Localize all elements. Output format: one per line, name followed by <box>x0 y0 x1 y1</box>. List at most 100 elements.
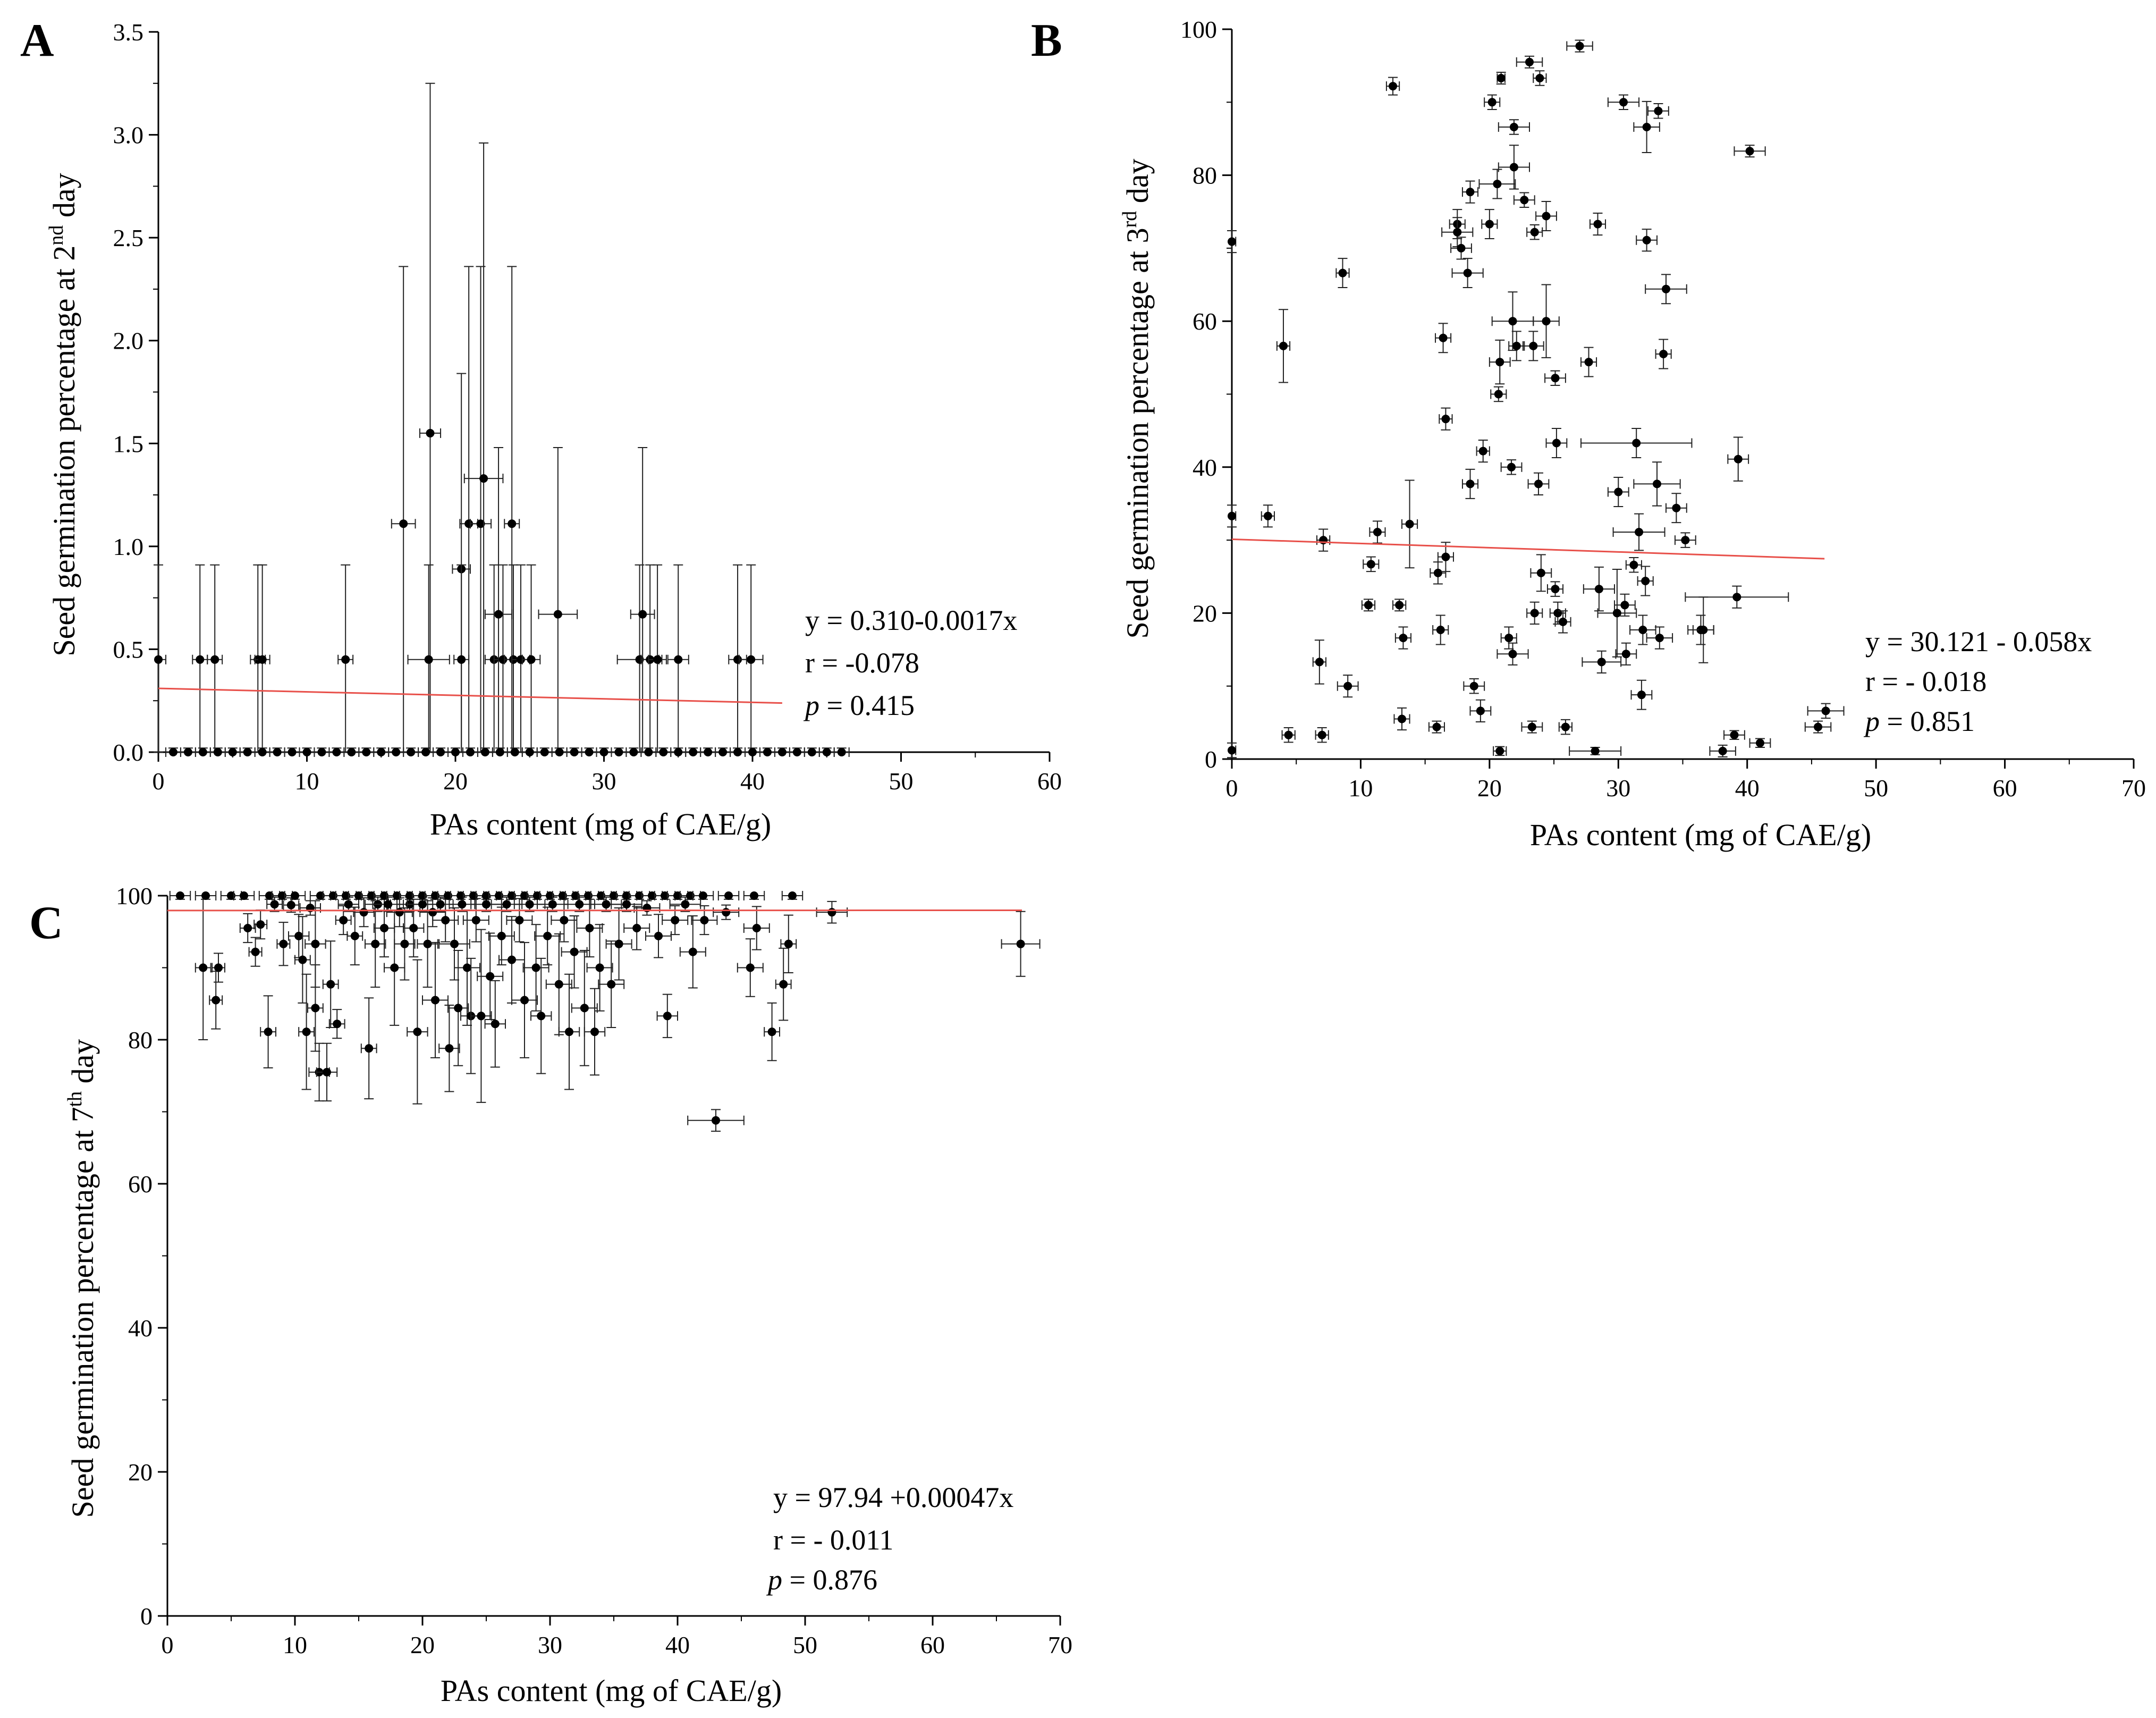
y-tick-label: 80 <box>1193 162 1217 189</box>
data-point <box>1734 145 1765 157</box>
point-marker <box>1561 723 1570 731</box>
point-marker <box>466 748 475 756</box>
point-marker <box>243 924 252 932</box>
point-marker <box>508 519 516 528</box>
point-marker <box>229 748 237 756</box>
data-point <box>775 747 790 757</box>
point-marker <box>1343 682 1352 690</box>
point-marker <box>580 1004 589 1012</box>
data-point <box>344 747 359 757</box>
point-marker <box>1504 634 1513 642</box>
data-point <box>537 747 552 757</box>
data-point <box>1477 440 1490 462</box>
point-marker <box>1638 626 1647 634</box>
data-point <box>225 747 240 757</box>
point-marker <box>347 748 356 756</box>
x-tick-label: 40 <box>1735 774 1760 802</box>
data-point <box>718 891 739 900</box>
point-marker <box>1551 585 1559 593</box>
point-marker <box>294 932 303 940</box>
data-point <box>196 891 216 900</box>
data-point <box>744 906 770 949</box>
p-value: p = 0.851 <box>1863 705 1975 737</box>
data-point <box>745 747 760 757</box>
data-point <box>1509 331 1524 360</box>
point-marker <box>424 940 432 948</box>
point-marker <box>674 655 682 664</box>
point-marker <box>502 900 511 908</box>
point-marker <box>1531 609 1539 617</box>
y-tick-label: 3.0 <box>113 122 144 149</box>
point-marker <box>1531 228 1539 237</box>
point-marker <box>600 748 608 756</box>
point-marker <box>169 748 177 756</box>
data-point <box>196 747 210 757</box>
data-point <box>1590 213 1605 235</box>
point-marker <box>243 748 252 756</box>
data-point <box>1545 371 1566 385</box>
y-tick-label: 100 <box>116 882 153 909</box>
x-tick-label: 10 <box>1348 774 1373 802</box>
data-point <box>270 747 285 757</box>
point-marker <box>1432 723 1441 731</box>
point-marker <box>450 940 459 948</box>
point-marker <box>1732 593 1741 601</box>
point-marker <box>1017 940 1025 948</box>
data-point <box>744 891 764 900</box>
y-tick-label: 0 <box>1205 746 1217 773</box>
data-point <box>1631 680 1652 710</box>
data-point <box>1492 292 1534 350</box>
data-point <box>392 266 416 752</box>
y-axis-label: Seed germination percentage at 2nd day <box>45 173 81 656</box>
y-tick-label: 40 <box>128 1315 153 1342</box>
point-marker <box>1591 747 1600 755</box>
point-marker <box>575 900 584 908</box>
data-point <box>1490 340 1510 384</box>
data-point <box>671 747 686 757</box>
data-point <box>1581 428 1692 458</box>
point-marker <box>1681 536 1689 544</box>
data-point <box>210 747 225 757</box>
y-tick-label: 2.5 <box>113 224 144 251</box>
data-point <box>1282 728 1295 742</box>
data-point <box>522 747 537 757</box>
regression-line <box>158 688 782 703</box>
regression-annotation: y = 97.94 +0.00047x r = - 0.011 p = 0.87… <box>766 1481 1013 1596</box>
x-tick-label: 50 <box>793 1631 817 1658</box>
point-marker <box>317 748 326 756</box>
data-point <box>285 891 305 900</box>
panel-label: C <box>29 897 63 949</box>
data-point <box>611 747 626 757</box>
data-point <box>1724 730 1745 740</box>
point-marker <box>1441 553 1450 561</box>
point-marker <box>1635 528 1643 536</box>
data-point <box>1277 309 1290 382</box>
point-marker <box>700 916 708 924</box>
data-point <box>1227 505 1237 527</box>
point-marker <box>653 655 662 664</box>
data-point <box>1597 569 1636 657</box>
point-marker <box>1822 706 1830 715</box>
point-marker <box>270 900 279 908</box>
data-point <box>1479 170 1515 199</box>
data-point <box>546 934 572 1035</box>
point-marker <box>602 900 611 908</box>
point-marker <box>1508 317 1517 325</box>
point-marker <box>409 924 418 932</box>
x-tick-label: 40 <box>740 768 765 795</box>
data-point <box>1728 437 1748 481</box>
point-marker <box>332 748 341 756</box>
data-point <box>1002 912 1040 976</box>
data-point <box>1470 700 1491 722</box>
point-marker <box>1528 723 1536 731</box>
y-tick-label: 20 <box>128 1459 153 1486</box>
data-point <box>1464 679 1484 693</box>
x-tick-label: 10 <box>295 768 319 795</box>
data-point <box>668 565 689 752</box>
regression-equation: y = 0.310-0.0017x <box>805 604 1017 636</box>
data-point <box>508 747 522 757</box>
data-point <box>255 747 270 757</box>
point-marker <box>520 996 529 1004</box>
point-marker <box>808 748 816 756</box>
